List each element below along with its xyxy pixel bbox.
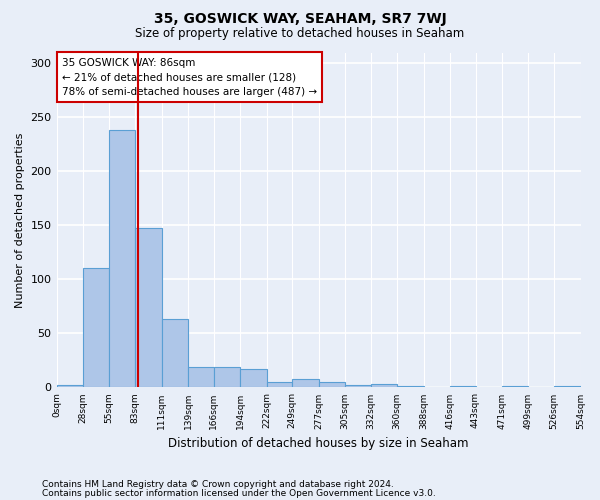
Bar xyxy=(109,130,135,388)
Bar xyxy=(266,382,292,388)
Bar xyxy=(319,382,345,388)
Bar xyxy=(214,367,240,388)
Bar xyxy=(135,228,161,388)
Bar xyxy=(371,384,397,388)
X-axis label: Distribution of detached houses by size in Seaham: Distribution of detached houses by size … xyxy=(168,437,469,450)
Text: Contains HM Land Registry data © Crown copyright and database right 2024.: Contains HM Land Registry data © Crown c… xyxy=(42,480,394,489)
Bar xyxy=(397,386,424,388)
Bar xyxy=(345,386,371,388)
Text: Contains public sector information licensed under the Open Government Licence v3: Contains public sector information licen… xyxy=(42,489,436,498)
Bar xyxy=(83,268,109,388)
Bar xyxy=(56,386,83,388)
Bar xyxy=(240,369,266,388)
Y-axis label: Number of detached properties: Number of detached properties xyxy=(15,132,25,308)
Bar xyxy=(502,386,529,388)
Text: 35 GOSWICK WAY: 86sqm
← 21% of detached houses are smaller (128)
78% of semi-det: 35 GOSWICK WAY: 86sqm ← 21% of detached … xyxy=(62,58,317,97)
Bar xyxy=(450,386,476,388)
Bar xyxy=(554,386,581,388)
Text: 35, GOSWICK WAY, SEAHAM, SR7 7WJ: 35, GOSWICK WAY, SEAHAM, SR7 7WJ xyxy=(154,12,446,26)
Bar xyxy=(292,379,319,388)
Bar xyxy=(161,320,188,388)
Bar xyxy=(188,367,214,388)
Text: Size of property relative to detached houses in Seaham: Size of property relative to detached ho… xyxy=(136,28,464,40)
